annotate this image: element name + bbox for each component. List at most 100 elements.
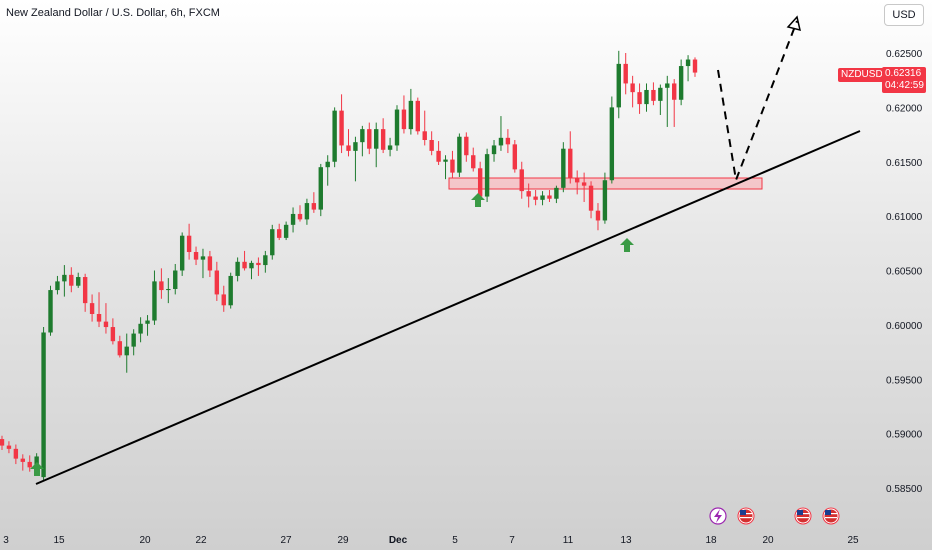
y-tick-label: 0.60500 [886, 267, 923, 278]
candle-bearish [519, 169, 524, 192]
bar-countdown: 04:42:59 [885, 80, 924, 91]
candle-bearish [574, 178, 580, 183]
candle-bearish [401, 109, 407, 130]
candle-bullish [138, 323, 143, 334]
x-tick-label: 13 [620, 535, 632, 546]
candle-bullish [34, 456, 39, 468]
last-price-value: 0.62316 [885, 68, 922, 79]
us-flag-canton [825, 510, 831, 515]
candle-bearish [207, 256, 213, 271]
x-tick-label: 20 [139, 535, 151, 546]
candle-bearish [89, 303, 95, 314]
us-flag-stripe [825, 517, 837, 519]
candle-bullish [131, 333, 136, 347]
candle-bullish [270, 229, 275, 256]
candle-bullish [665, 83, 670, 88]
candle-bullish [685, 59, 691, 67]
candle-bullish [332, 110, 337, 162]
candle-bearish [623, 63, 628, 84]
candle-bearish [380, 129, 386, 150]
candle-bearish [193, 252, 199, 260]
candle-bearish [27, 461, 32, 468]
y-tick-label: 0.62500 [886, 49, 923, 60]
candle-bullish [394, 109, 400, 146]
candle-bullish [235, 261, 240, 276]
candle-bullish [124, 346, 129, 356]
candle-bearish [186, 235, 192, 253]
y-tick-label: 0.61500 [886, 158, 923, 169]
x-tick-label: 22 [195, 535, 207, 546]
candle-bearish [367, 129, 372, 149]
up-arrow-marker [620, 238, 634, 252]
candle-bearish [505, 137, 511, 145]
candle-bearish [547, 195, 552, 199]
candle-bullish [263, 255, 268, 266]
candle-bullish [200, 256, 206, 260]
candle-bullish [678, 66, 684, 100]
candle-bullish [304, 203, 310, 220]
candle-bullish [179, 235, 185, 271]
candle-bearish [672, 83, 677, 100]
candle-bearish [422, 131, 427, 140]
x-tick-label: 11 [563, 535, 574, 546]
candle-bearish [436, 150, 441, 162]
x-tick-label: 27 [280, 535, 292, 546]
lightning-icon [714, 509, 722, 523]
candle-bearish [221, 294, 226, 306]
candle-bullish [353, 142, 358, 151]
candle-bullish [658, 87, 663, 101]
candle-bullish [48, 290, 53, 333]
candle-bullish [616, 63, 621, 108]
x-tick-label: 25 [847, 535, 859, 546]
candle-bearish [0, 439, 5, 446]
last-price-tag: 0.62316 04:42:59 [882, 67, 926, 93]
x-tick-label: 20 [762, 535, 774, 546]
candle-bearish [159, 281, 164, 291]
candle-bearish [630, 83, 635, 93]
candle-bullish [408, 100, 414, 130]
candle-bullish [249, 262, 254, 269]
candle-bullish [609, 107, 615, 181]
candle-bullish [325, 161, 330, 168]
candle-bullish [283, 224, 289, 238]
candle-bullish [554, 187, 559, 199]
x-tick-label: Dec [389, 535, 408, 546]
candle-bullish [491, 145, 497, 155]
candle-bearish [311, 203, 317, 210]
candle-bullish [561, 148, 566, 188]
y-tick-label: 0.59500 [886, 375, 923, 386]
candle-bearish [581, 182, 587, 186]
projection-path [717, 20, 798, 184]
candle-bearish [256, 262, 261, 266]
candle-bullish [145, 320, 150, 324]
candle-bullish [166, 288, 171, 291]
candle-bullish [484, 154, 490, 197]
candle-bearish [464, 136, 469, 156]
candle-bearish [214, 270, 220, 295]
candle-bearish [477, 168, 483, 197]
candle-bullish [41, 332, 46, 478]
symbol-tag: NZDUSD [838, 68, 886, 82]
candle-bearish [512, 144, 518, 170]
candle-bullish [457, 136, 462, 173]
candle-bearish [588, 185, 594, 211]
candle-bullish [644, 89, 649, 105]
candle-bearish [429, 140, 434, 151]
candle-bearish [242, 261, 247, 269]
up-arrow-marker [471, 193, 485, 207]
candle-bearish [595, 210, 601, 221]
candle-bullish [374, 129, 379, 149]
candle-bullish [290, 213, 296, 225]
candle-bullish [360, 129, 365, 143]
x-tick-label: 5 [452, 535, 458, 546]
candle-bullish [387, 145, 393, 150]
candle-bullish [540, 195, 545, 200]
candle-bearish [651, 89, 656, 101]
candle-bearish [346, 145, 351, 151]
currency-button[interactable]: USD [884, 4, 924, 26]
candle-bullish [76, 277, 81, 286]
candle-bearish [339, 110, 344, 146]
candle-bullish [602, 180, 608, 221]
